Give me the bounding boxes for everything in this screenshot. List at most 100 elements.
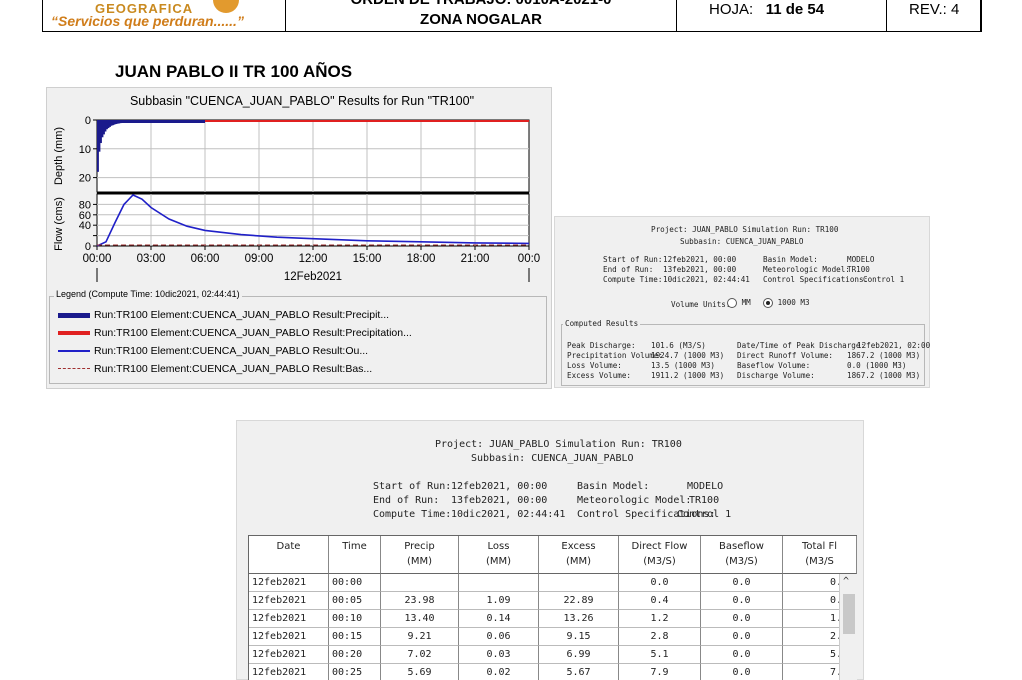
company-slogan: “Servicios que perduran......” — [51, 13, 244, 29]
table-project-line: Project: JUAN_PABLO Simulation Run: TR10… — [435, 439, 682, 450]
revision-number: REV.: 4 — [909, 1, 960, 18]
summary-start-label: Start of Run: — [603, 255, 663, 264]
baseflow-volume-value: 0.0 (1000 M3) — [847, 361, 907, 370]
column-header-name: Baseflow — [719, 541, 764, 552]
work-order-line: ORDEN DE TRABAJO: 0010A-2021-0 — [286, 0, 676, 8]
column-header[interactable]: Precip (MM) — [381, 536, 459, 574]
summary-control-value: Control 1 — [863, 275, 905, 284]
units-1000m3-option[interactable]: 1000 M3 — [763, 298, 810, 308]
column-header-name: Date — [276, 541, 301, 552]
depth-tick-label: 20 — [79, 173, 91, 185]
column-header-unit: (MM) — [565, 556, 592, 567]
x-tick-label: 06:00 — [191, 253, 220, 265]
summary-met-label: Meteorologic Model: — [763, 265, 850, 274]
table-cell: 12feb2021 — [249, 628, 329, 646]
zone-line: ZONA NOGALAR — [420, 11, 542, 28]
column-header[interactable]: Loss (MM) — [459, 536, 539, 574]
discharge-volume-label: Discharge Volume: — [737, 371, 815, 380]
legend-swatch — [58, 312, 90, 318]
sheet-cell: HOJA: 11 de 54 — [677, 0, 887, 31]
loss-volume-label: Loss Volume: — [567, 361, 622, 370]
legend-entry: Run:TR100 Element:CUENCA_JUAN_PABLO Resu… — [94, 363, 373, 375]
x-tick-label: 15:00 — [353, 253, 382, 265]
sheet-number: HOJA: 11 de 54 — [709, 1, 825, 18]
table-cell — [459, 574, 539, 592]
column-header[interactable]: Excess (MM) — [539, 536, 619, 574]
summary-end-label: End of Run: — [603, 265, 654, 274]
column-header-unit: (MM) — [485, 556, 512, 567]
table-cell: 7.9 — [619, 664, 701, 680]
table-control-value: Control 1 — [677, 509, 732, 520]
table-cell: 6.99 — [539, 646, 619, 664]
results-table[interactable]: Date Time Precip (MM) Loss (MM) Excess (MM) Dire… — [248, 535, 857, 680]
depth-bar — [100, 120, 102, 144]
scroll-up-icon[interactable]: ^ — [843, 576, 850, 587]
summary-met-value: TR100 — [847, 265, 870, 274]
units-mm-radio[interactable] — [727, 298, 737, 308]
volume-units-label: Volume Units: — [671, 300, 731, 309]
table-cell — [381, 574, 459, 592]
time-series-table-panel: Project: JUAN_PABLO Simulation Run: TR10… — [236, 420, 864, 680]
table-cell: 00:05 — [329, 592, 381, 610]
legend-swatch — [58, 368, 90, 370]
summary-compute-label: Compute Time: — [603, 275, 663, 284]
company-logo-text: GEOGRAFICA — [95, 1, 194, 16]
units-mm-option[interactable]: MM — [727, 298, 751, 308]
table-cell: 00:10 — [329, 610, 381, 628]
depth-bar — [107, 120, 110, 129]
flow-tick-label: 60 — [79, 210, 91, 222]
column-header[interactable]: Total Fl (M3/S — [783, 536, 857, 574]
excess-volume-label: Excess Volume: — [567, 371, 632, 380]
excess-volume-value: 1911.2 (1000 M3) — [651, 371, 725, 380]
peak-discharge-label: Peak Discharge: — [567, 341, 636, 350]
loss-volume-value: 13.5 (1000 M3) — [651, 361, 716, 370]
table-scrollbar[interactable]: ^ — [839, 574, 857, 680]
logo-cell: GEOGRAFICA “Servicios que perduran......… — [43, 0, 286, 31]
hydrograph-chart: Subbasin "CUENCA_JUAN_PABLO" Results for… — [46, 87, 552, 389]
chart-title: Subbasin "CUENCA_JUAN_PABLO" Results for… — [130, 94, 474, 108]
table-cell: 0.4 — [619, 592, 701, 610]
table-cell: 12feb2021 — [249, 574, 329, 592]
summary-project-line: Project: JUAN_PABLO Simulation Run: TR10… — [651, 225, 839, 234]
x-tick-label: 03:00 — [137, 253, 166, 265]
legend-swatch — [58, 331, 90, 335]
x-tick-label: 18:00 — [407, 253, 436, 265]
column-header-name: Total Fl — [801, 541, 838, 552]
column-header-name: Loss — [487, 541, 510, 552]
column-header[interactable]: Time — [329, 536, 381, 574]
column-header-name: Excess — [561, 541, 596, 552]
table-cell: 12feb2021 — [249, 610, 329, 628]
table-cell: 0.0 — [701, 628, 783, 646]
depth-axis-label: Depth (mm) — [53, 127, 65, 185]
table-cell: 00:15 — [329, 628, 381, 646]
scrollbar-thumb[interactable] — [843, 594, 855, 634]
depth-bar — [106, 120, 108, 130]
table-met-value: TR100 — [689, 495, 720, 506]
table-cell: 0.0 — [701, 646, 783, 664]
computed-results-label: Computed Results — [563, 319, 641, 328]
table-cell: 00:20 — [329, 646, 381, 664]
flow-axis-label: Flow (cms) — [53, 197, 65, 251]
x-tick-label: 21:00 — [461, 253, 490, 265]
table-start-value: 12feb2021, 00:00 — [451, 481, 548, 492]
column-header-unit: (M3/S) — [725, 556, 758, 567]
x-tick-label: 00:00 — [83, 253, 112, 265]
column-header-unit: (M3/S) — [643, 556, 676, 567]
column-header-unit: (MM) — [406, 556, 433, 567]
table-cell: 0.0 — [701, 592, 783, 610]
table-cell: 5.69 — [381, 664, 459, 680]
units-1000m3-radio[interactable] — [763, 298, 773, 308]
column-header[interactable]: Direct Flow (M3/S) — [619, 536, 701, 574]
table-met-label: Meteorologic Model: — [577, 495, 692, 506]
table-cell: 00:25 — [329, 664, 381, 680]
column-header[interactable]: Date — [249, 536, 329, 574]
summary-control-label: Control Specifications: — [763, 275, 869, 284]
table-cell: 5.67 — [539, 664, 619, 680]
legend-swatch — [58, 350, 90, 352]
legend-title: Legend (Compute Time: 10dic2021, 02:44:4… — [54, 289, 242, 299]
baseflow-volume-label: Baseflow Volume: — [737, 361, 811, 370]
column-header[interactable]: Baseflow (M3/S) — [701, 536, 783, 574]
flow-tick-label: 40 — [79, 220, 91, 232]
table-cell: 0.03 — [459, 646, 539, 664]
document-header: GEOGRAFICA “Servicios que perduran......… — [42, 0, 982, 32]
